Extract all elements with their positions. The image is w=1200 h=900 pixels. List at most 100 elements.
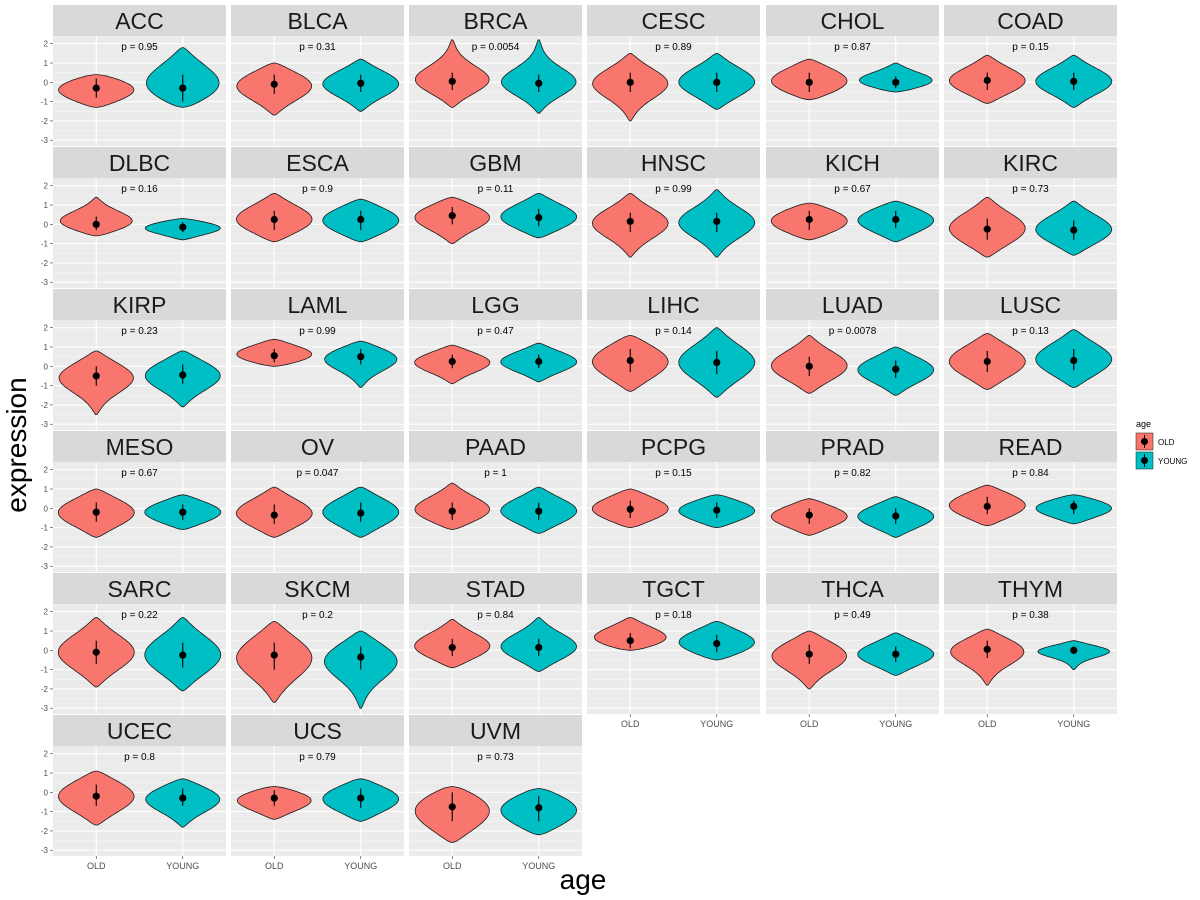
facet-label: LUAD [822, 292, 883, 318]
facet-strip [53, 5, 226, 36]
median-point-old [626, 356, 634, 365]
median-point-old [448, 803, 456, 811]
median-point-old [983, 645, 991, 653]
y-tick-label: -2 [41, 259, 49, 268]
median-point-old [448, 77, 456, 85]
legend-key-old-point [1141, 438, 1148, 445]
median-point-old [626, 217, 634, 226]
y-tick-label: 1 [44, 343, 49, 352]
p-value-label: p = 0.47 [477, 326, 514, 337]
median-point-old [92, 372, 100, 380]
facet-label: STAD [466, 576, 526, 602]
facet-label: TGCT [642, 576, 705, 602]
median-point-old [626, 505, 634, 513]
median-point-young [179, 371, 187, 379]
median-point-young [892, 365, 900, 373]
x-tick-label: YOUNG [344, 861, 377, 871]
p-value-label: p = 0.99 [655, 184, 692, 195]
p-value-label: p = 0.89 [655, 42, 692, 53]
facet-panel-uvm: UVM p = 0.73 OLD YOUNG [409, 715, 582, 871]
y-tick-label: -1 [41, 240, 49, 249]
median-point-old [983, 357, 991, 366]
median-point-old [92, 508, 100, 516]
p-value-label: p = 0.84 [477, 610, 514, 621]
median-point-young [357, 353, 365, 361]
median-point-young [535, 643, 543, 652]
facet-label: LUSC [1000, 292, 1061, 318]
p-value-label: p = 0.18 [655, 610, 692, 621]
y-tick-label: -2 [41, 117, 49, 126]
facet-label: READ [999, 434, 1063, 460]
facet-label: BRCA [464, 8, 529, 34]
median-point-young [1070, 356, 1078, 365]
y-tick-label: 1 [44, 769, 49, 778]
facet-strip [53, 431, 226, 462]
facet-label: LAML [287, 292, 347, 318]
x-tick-label: OLD [443, 861, 462, 871]
y-tick-label: -3 [41, 704, 49, 713]
median-point-young [535, 213, 543, 222]
facet-strip [587, 5, 760, 36]
facet-panel-cesc: CESC p = 0.89 [587, 5, 760, 146]
facet-label: PRAD [821, 434, 885, 460]
facet-strip [53, 573, 226, 604]
facet-panel-read: READ p = 0.84 [944, 431, 1117, 572]
facet-label: PCPG [641, 434, 706, 460]
y-tick-label: 1 [44, 59, 49, 68]
x-tick-label: YOUNG [700, 719, 733, 729]
p-value-label: p = 0.84 [1012, 468, 1049, 479]
facet-strip [231, 715, 404, 746]
y-tick-label: 1 [44, 627, 49, 636]
median-point-young [535, 357, 543, 366]
y-tick-label: 2 [44, 750, 49, 759]
facet-panel-kich: KICH p = 0.67 [766, 147, 939, 288]
facet-strip [53, 289, 226, 320]
legend-label-old: OLD [1158, 438, 1175, 447]
y-tick-label: 0 [44, 78, 49, 87]
median-point-young [1070, 646, 1078, 654]
median-point-young [179, 223, 187, 231]
median-point-young [179, 84, 187, 92]
p-value-label: p = 0.38 [1012, 610, 1049, 621]
p-value-label: p = 0.22 [121, 610, 158, 621]
facet-strip [944, 5, 1117, 36]
median-point-old [270, 651, 278, 659]
y-tick-label: -2 [41, 685, 49, 694]
facet-label: MESO [106, 434, 174, 460]
facet-panel-ov: OV p = 0.047 [231, 431, 404, 572]
facet-panel-thym: THYM p = 0.38 OLD YOUNG [944, 573, 1117, 729]
median-point-young [357, 653, 365, 661]
facet-panel-chol: CHOL p = 0.87 [766, 5, 939, 146]
p-value-label: p = 0.15 [1012, 42, 1049, 53]
facet-label: COAD [997, 8, 1063, 34]
p-value-label: p = 0.2 [302, 610, 333, 621]
facet-panel-sarc: SARC 2 1 0 -1 -2 -3 p = 0.22 [41, 573, 226, 714]
median-point-old [448, 212, 456, 220]
y-tick-label: -3 [41, 562, 49, 571]
facet-strip [766, 431, 939, 462]
median-point-old [270, 352, 278, 360]
facet-panel-laml: LAML p = 0.99 [231, 289, 404, 430]
facet-strip [587, 289, 760, 320]
facet-panel-gbm: GBM p = 0.11 [409, 147, 582, 288]
facet-strip [231, 147, 404, 178]
facet-label: ACC [115, 8, 164, 34]
facet-label: KIRP [113, 292, 167, 318]
y-tick-label: -2 [41, 827, 49, 836]
facet-label: UCEC [107, 718, 172, 744]
facet-strip [409, 289, 582, 320]
y-tick-label: 2 [44, 182, 49, 191]
median-point-old [626, 637, 634, 645]
x-tick-label: YOUNG [522, 861, 555, 871]
facet-label: KICH [825, 150, 880, 176]
facet-strip [766, 147, 939, 178]
median-point-old [805, 78, 813, 86]
facet-label: THCA [821, 576, 884, 602]
median-point-old [805, 362, 813, 370]
facet-label: CHOL [821, 8, 885, 34]
median-point-young [1070, 502, 1078, 510]
y-tick-label: -1 [41, 666, 49, 675]
median-point-young [892, 512, 900, 520]
median-point-old [983, 76, 991, 84]
